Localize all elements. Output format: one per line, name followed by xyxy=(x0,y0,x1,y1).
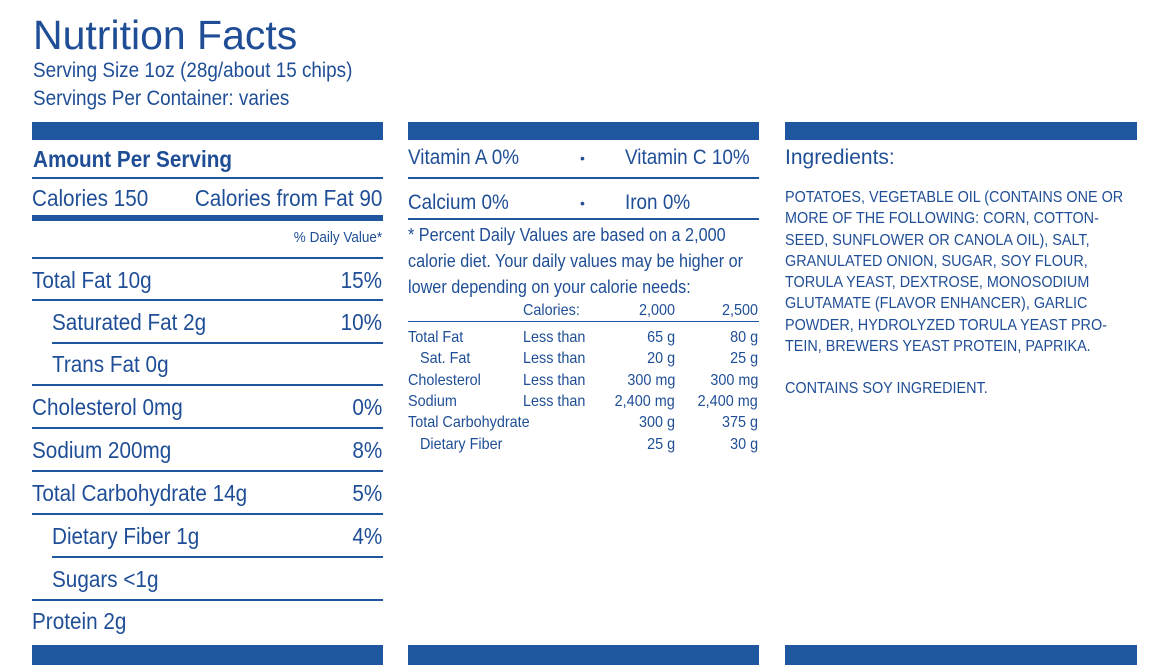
nutrient-row-total-fat: Total Fat 10g 15% xyxy=(32,265,382,295)
ft-header-2000: 2,000 xyxy=(638,302,675,319)
daily-value-footnote: * Percent Daily Values are based on a 2,… xyxy=(408,225,743,297)
nutrient-percent: 15% xyxy=(340,267,382,293)
nutrient-label: Saturated Fat 2g xyxy=(52,309,207,335)
serving-size: Serving Size 1oz (28g/about 15 chips) xyxy=(33,59,353,82)
amount-per-serving: Amount Per Serving xyxy=(33,146,232,172)
ft-row-2000: 20 g xyxy=(646,350,675,367)
divider xyxy=(408,177,759,179)
divider xyxy=(408,321,759,322)
ft-row-2500: 80 g xyxy=(729,329,758,346)
divider xyxy=(408,218,759,220)
ft-row-2000: 2,400 mg xyxy=(614,393,675,410)
bottom-bar-right xyxy=(785,645,1137,665)
divider xyxy=(32,470,383,472)
calcium: Calcium 0% xyxy=(408,191,509,214)
nutrient-label: Sugars <1g xyxy=(52,566,159,592)
bullet-separator: • xyxy=(580,195,585,211)
divider xyxy=(32,299,383,301)
ft-row-label: Total Carbohydrate xyxy=(408,414,530,431)
nutrient-row-cholesterol: Cholesterol 0mg 0% xyxy=(32,392,382,422)
nutrient-label: Cholesterol 0mg xyxy=(32,394,183,420)
nutrient-label: Sodium 200mg xyxy=(32,437,172,463)
divider xyxy=(32,384,383,386)
nutrient-row-trans-fat: Trans Fat 0g xyxy=(32,349,382,379)
nutrient-row-saturated-fat: Saturated Fat 2g 10% xyxy=(32,307,382,337)
vitamin-c: Vitamin C 10% xyxy=(625,146,750,169)
iron: Iron 0% xyxy=(625,191,691,214)
ft-row-2000: 300 mg xyxy=(626,372,675,389)
nutrient-label: Total Fat 10g xyxy=(32,267,152,293)
ft-row-qualifier: Less than xyxy=(523,329,586,346)
ft-row-label: Sodium xyxy=(408,393,457,410)
ingredients-title: Ingredients: xyxy=(785,146,895,169)
vitamin-a: Vitamin A 0% xyxy=(408,146,520,169)
nutrient-percent: 5% xyxy=(352,480,382,506)
nutrient-label: Protein 2g xyxy=(32,608,127,634)
divider xyxy=(32,513,383,515)
divider xyxy=(32,599,383,601)
servings-per-container: Servings Per Container: varies xyxy=(33,87,290,110)
allergen-statement: CONTAINS SOY INGREDIENT. xyxy=(785,380,988,397)
nutrient-label: Total Carbohydrate 14g xyxy=(32,480,248,506)
ft-row-2000: 25 g xyxy=(646,436,675,453)
ingredients-line: SEED, SUNFLOWER OR CANOLA OIL), SALT, xyxy=(785,231,1090,249)
ft-row-label: Sat. Fat xyxy=(420,350,471,367)
ingredients-line: TORULA YEAST, DEXTROSE, MONOSODIUM xyxy=(785,274,1090,292)
nutrient-label: Dietary Fiber 1g xyxy=(52,523,200,549)
ingredients-line: POTATOES, VEGETABLE OIL (CONTAINS ONE OR xyxy=(785,189,1124,206)
nutrient-percent: 10% xyxy=(340,309,382,335)
bottom-bar-left xyxy=(32,645,383,665)
ingredients-line: TEIN, BREWERS YEAST PROTEIN, PAPRIKA. xyxy=(785,338,1091,356)
nutrient-row-sodium: Sodium 200mg 8% xyxy=(32,435,382,465)
ingredients-line: GLUTAMATE (FLAVOR ENHANCER), GARLIC xyxy=(785,295,1088,313)
daily-value-header: % Daily Value* xyxy=(293,229,382,246)
divider xyxy=(32,257,383,259)
ft-header-calories: Calories: xyxy=(523,302,580,319)
thick-divider xyxy=(32,215,383,221)
ft-row-2000: 300 g xyxy=(638,414,675,431)
nutrient-percent: 0% xyxy=(352,394,382,420)
ft-row-2500: 375 g xyxy=(721,414,758,431)
ft-header-2500: 2,500 xyxy=(721,302,758,319)
ft-row-2500: 300 mg xyxy=(709,372,758,389)
ft-row-2000: 65 g xyxy=(646,329,675,346)
top-bar-left xyxy=(32,122,383,140)
ft-row-2500: 2,400 mg xyxy=(697,393,758,410)
calories-from-fat: Calories from Fat 90 xyxy=(194,185,382,211)
nutrient-row-dietary-fiber: Dietary Fiber 1g 4% xyxy=(32,521,382,551)
divider xyxy=(52,342,383,344)
divider xyxy=(32,427,383,429)
nutrient-row-protein: Protein 2g xyxy=(32,606,382,636)
top-bar-middle xyxy=(408,122,759,140)
ft-row-qualifier: Less than xyxy=(523,393,586,410)
nutrient-row-sugars: Sugars <1g xyxy=(32,564,382,594)
ft-row-label: Cholesterol xyxy=(408,372,481,389)
ingredients-line: POWDER, HYDROLYZED TORULA YEAST PRO- xyxy=(785,316,1107,334)
ft-row-2500: 25 g xyxy=(729,350,758,367)
ingredients-line: MORE OF THE FOLLOWING: CORN, COTTON- xyxy=(785,210,1099,228)
ft-row-label: Total Fat xyxy=(408,329,464,346)
calories-row: Calories 150 Calories from Fat 90 xyxy=(32,183,382,213)
nutrient-percent: 8% xyxy=(352,437,382,463)
divider xyxy=(52,556,383,558)
ft-row-qualifier: Less than xyxy=(523,350,586,367)
bottom-bar-middle xyxy=(408,645,759,665)
ingredients-list: POTATOES, VEGETABLE OIL (CONTAINS ONE OR… xyxy=(785,187,1127,357)
nutrient-row-total-carbohydrate: Total Carbohydrate 14g 5% xyxy=(32,478,382,508)
ingredients-line: GRANULATED ONION, SUGAR, SOY FLOUR, xyxy=(785,252,1088,270)
bullet-separator: • xyxy=(580,150,585,166)
ft-row-label: Dietary Fiber xyxy=(420,436,503,453)
calories-label: Calories 150 xyxy=(32,185,149,211)
divider xyxy=(32,177,383,179)
nutrient-label: Trans Fat 0g xyxy=(52,351,169,377)
page-title: Nutrition Facts xyxy=(33,12,298,58)
top-bar-right xyxy=(785,122,1137,140)
ft-row-2500: 30 g xyxy=(729,436,758,453)
ft-row-qualifier: Less than xyxy=(523,372,586,389)
nutrient-percent: 4% xyxy=(352,523,382,549)
